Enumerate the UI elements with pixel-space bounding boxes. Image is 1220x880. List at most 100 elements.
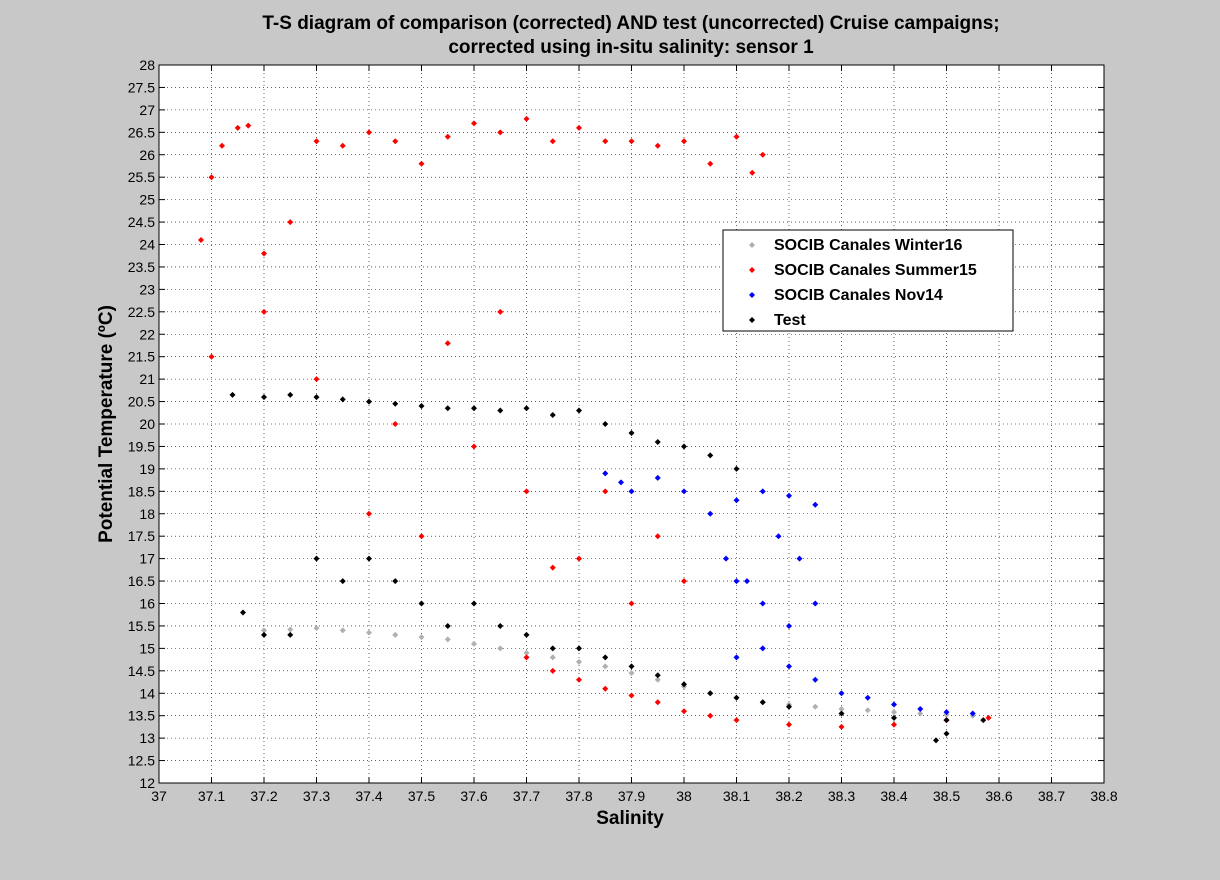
x-tick-label: 37.6	[460, 788, 487, 804]
y-tick-label: 17	[139, 551, 155, 567]
y-tick-label: 16	[139, 596, 155, 612]
data-point	[576, 676, 582, 683]
legend-entry-test: Test	[749, 312, 806, 329]
data-point	[392, 631, 399, 638]
y-tick-label: 13	[139, 730, 155, 746]
data-point	[245, 122, 252, 129]
legend-entry-winter16: SOCIB Canales Winter16	[749, 237, 962, 254]
data-point	[707, 690, 714, 697]
y-tick-label: 15	[139, 640, 155, 656]
data-point	[786, 721, 792, 728]
data-point	[313, 555, 320, 562]
x-tick-label: 37.2	[250, 788, 277, 804]
data-point	[497, 622, 504, 629]
data-point	[261, 631, 267, 638]
x-tick-label: 38.4	[880, 788, 907, 804]
data-point	[943, 717, 950, 724]
data-point	[261, 394, 267, 401]
data-point	[366, 555, 372, 562]
data-point	[287, 219, 294, 226]
data-point	[681, 578, 687, 585]
x-tick-label: 37.9	[618, 788, 645, 804]
legend-label-winter16: SOCIB Canales Winter16	[774, 237, 962, 254]
data-point	[707, 160, 714, 167]
y-tick-label: 12	[139, 775, 155, 791]
data-point	[576, 555, 582, 562]
data-point	[240, 609, 246, 616]
data-point	[628, 692, 635, 699]
data-point	[812, 703, 819, 710]
legend: SOCIB Canales Winter16 SOCIB Canales Sum…	[722, 229, 1014, 332]
data-point	[681, 681, 687, 688]
data-point	[654, 533, 661, 540]
data-point	[681, 488, 687, 495]
data-point	[864, 694, 871, 701]
data-point	[654, 474, 661, 481]
data-point	[497, 308, 504, 315]
data-point	[628, 663, 635, 670]
data-point	[392, 138, 399, 145]
data-point	[618, 479, 624, 486]
data-point	[733, 465, 740, 472]
y-tick-label: 19	[139, 461, 155, 477]
data-point	[917, 710, 924, 717]
data-point	[444, 636, 451, 643]
x-tick-label: 37.8	[565, 788, 592, 804]
data-point	[444, 622, 451, 629]
legend-marker-summer15	[749, 267, 755, 273]
data-point	[339, 396, 346, 403]
data-point	[628, 138, 635, 145]
data-point	[749, 169, 756, 176]
data-point	[654, 699, 661, 706]
data-point	[287, 631, 294, 638]
y-tick-label: 25	[139, 192, 155, 208]
data-point	[602, 488, 609, 495]
data-point	[759, 488, 766, 495]
y-tick-label: 19.5	[128, 438, 155, 454]
data-point	[287, 626, 294, 633]
data-point	[838, 705, 845, 712]
data-point	[313, 394, 320, 401]
data-point	[392, 578, 399, 585]
data-point	[628, 600, 635, 607]
y-tick-label: 21.5	[128, 349, 155, 365]
y-tick-label: 20.5	[128, 394, 155, 410]
x-tick-label: 37.1	[198, 788, 225, 804]
axis-ticks: 37 37.1 37.2 37.3 37.4 37.5 37.6 37.7 37.8 37.9 38…	[128, 57, 1118, 804]
data-point	[366, 510, 372, 517]
x-tick-label: 38	[676, 788, 692, 804]
data-point	[471, 600, 477, 607]
data-point	[523, 405, 530, 412]
data-point	[759, 699, 766, 706]
data-point	[339, 627, 346, 634]
y-tick-label: 14	[139, 685, 155, 701]
data-point	[707, 510, 714, 517]
y-tick-label: 21	[139, 371, 155, 387]
data-point	[654, 676, 661, 683]
data-point	[471, 443, 477, 450]
x-tick-label: 37.7	[513, 788, 540, 804]
data-point	[602, 421, 609, 427]
data-point	[628, 488, 635, 495]
data-point	[786, 622, 792, 629]
data-point	[444, 133, 451, 140]
data-point	[497, 645, 504, 652]
series-socib-canales-nov14	[602, 470, 976, 717]
data-point	[759, 151, 766, 158]
data-point	[444, 340, 451, 347]
data-point	[917, 705, 924, 712]
data-point	[576, 124, 582, 131]
y-tick-label: 26	[139, 147, 155, 163]
x-tick-label: 38.7	[1038, 788, 1065, 804]
data-point	[838, 690, 845, 697]
data-point	[234, 124, 241, 131]
x-tick-label: 38.1	[723, 788, 750, 804]
legend-marker-nov14	[749, 292, 755, 298]
data-point	[366, 629, 372, 636]
data-point	[418, 533, 425, 540]
y-tick-label: 23	[139, 281, 155, 297]
data-point	[602, 685, 609, 692]
y-tick-label: 20	[139, 416, 155, 432]
data-point	[681, 443, 687, 450]
